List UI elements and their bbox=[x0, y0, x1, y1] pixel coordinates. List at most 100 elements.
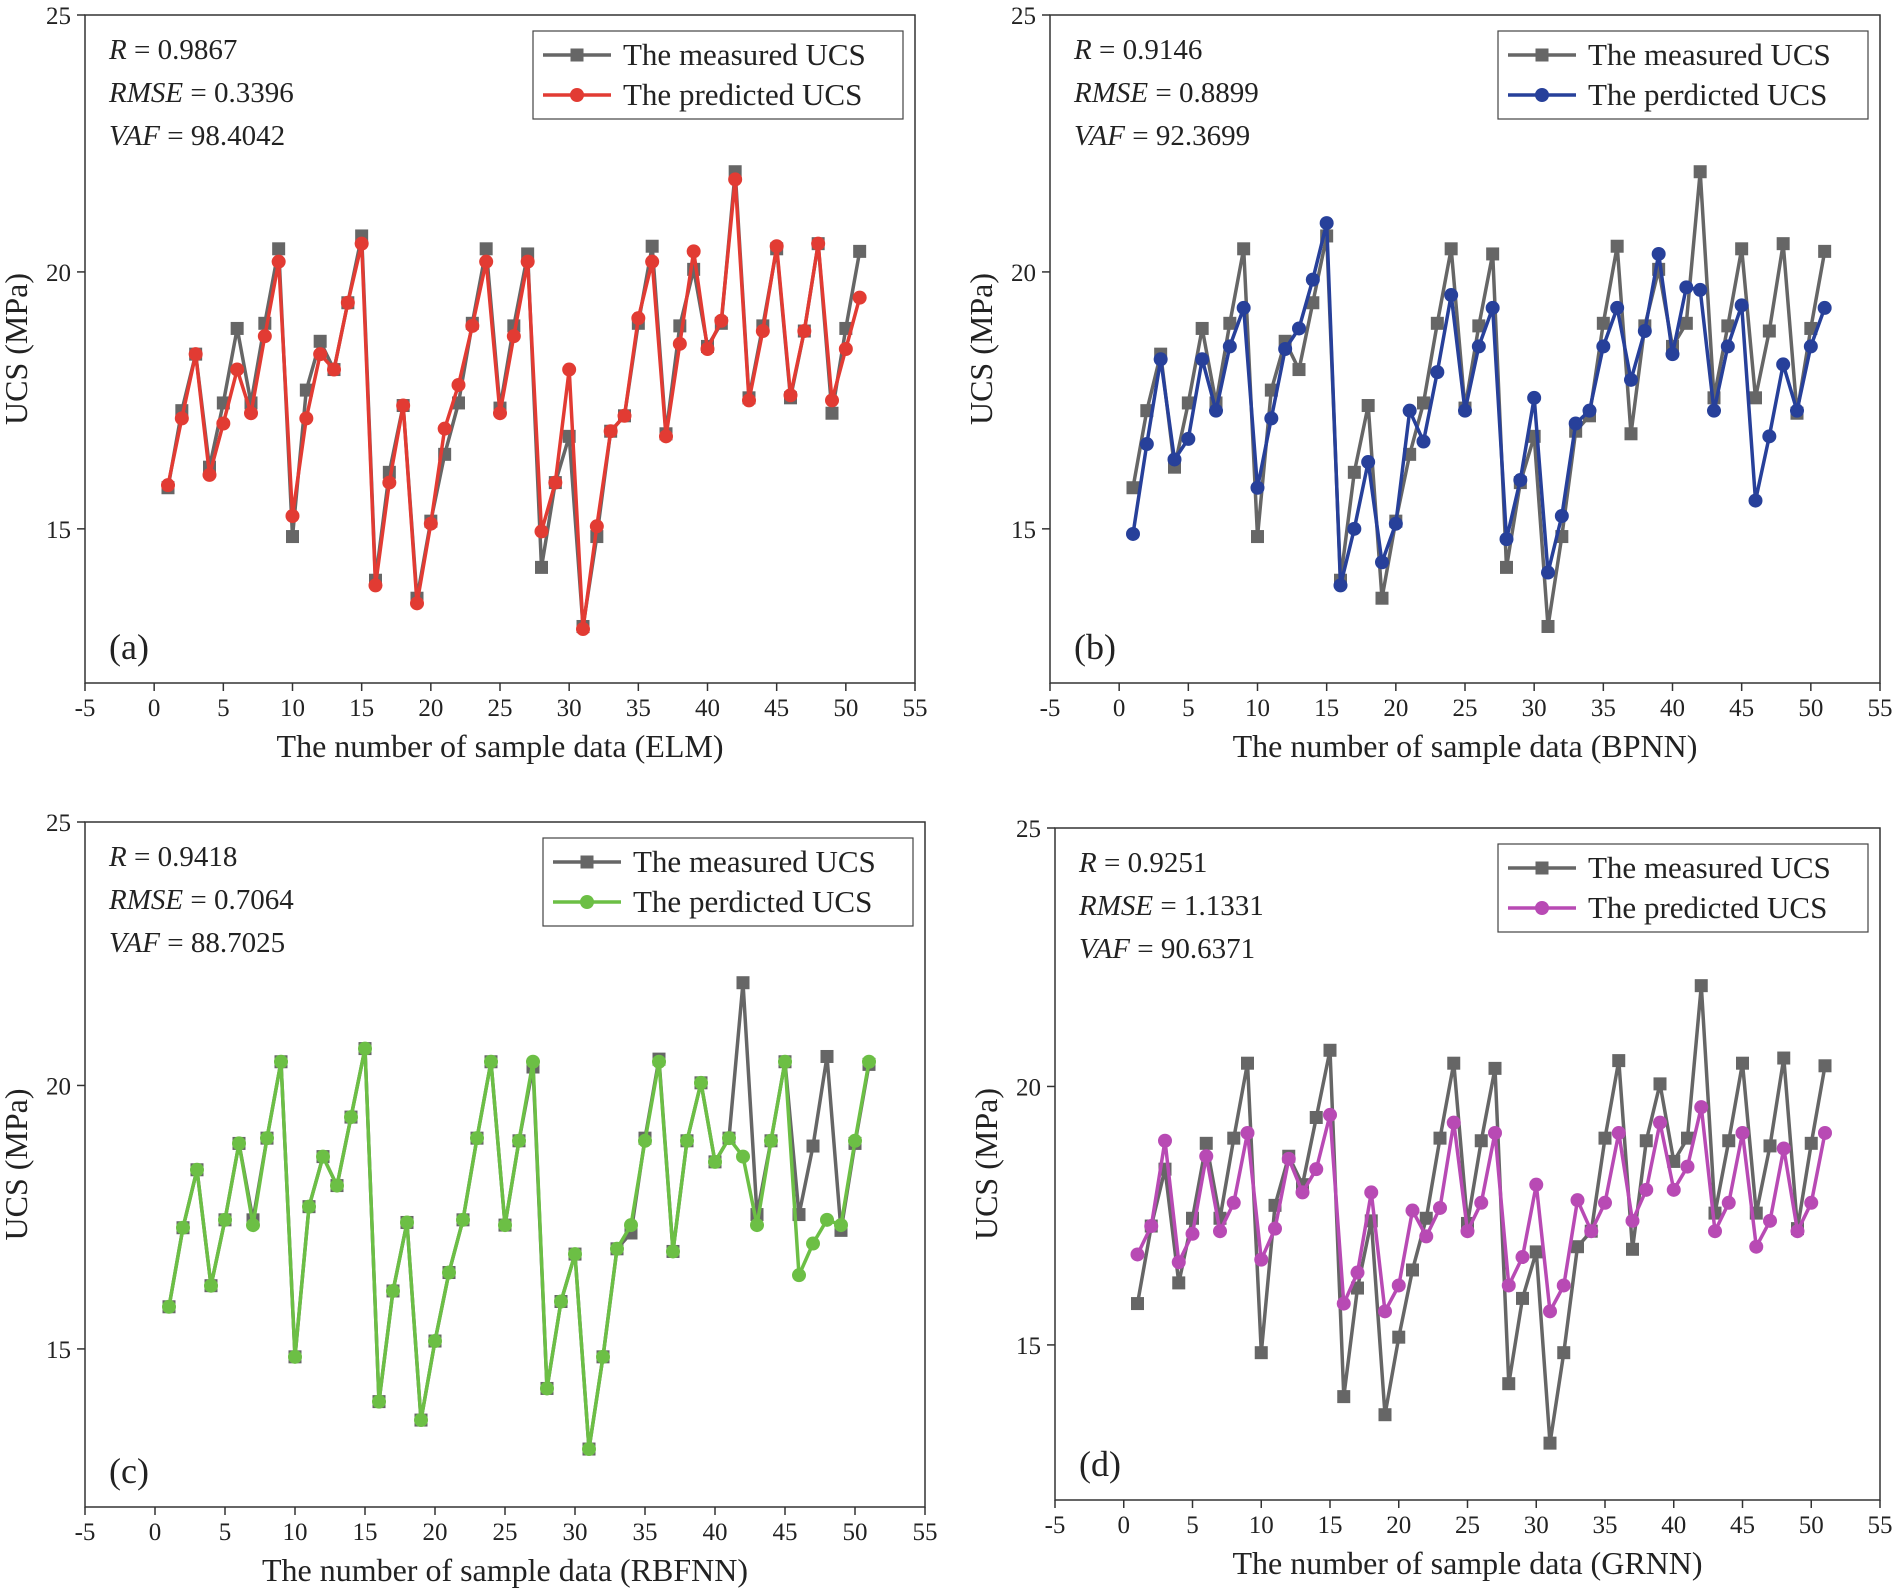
legend-box bbox=[1497, 30, 1869, 120]
predicted-point bbox=[1305, 272, 1320, 287]
predicted-point bbox=[1748, 493, 1763, 508]
measured-point bbox=[1486, 247, 1500, 261]
predicted-point bbox=[596, 1349, 610, 1364]
x-tick-label: 25 bbox=[493, 1519, 518, 1546]
y-axis-label: UCS (MPa) bbox=[968, 1088, 1004, 1240]
y-tick-label: 25 bbox=[1011, 3, 1036, 30]
predicted-point bbox=[610, 1241, 624, 1256]
measured-point bbox=[1375, 591, 1389, 605]
x-tick-label: 25 bbox=[1453, 695, 1478, 722]
y-tick-label: 20 bbox=[46, 260, 71, 287]
measured-point bbox=[1500, 560, 1513, 574]
measured-point bbox=[1818, 1059, 1832, 1073]
predicted-point bbox=[1375, 555, 1389, 570]
y-axis-ticks: 15 20 25 bbox=[1016, 816, 1055, 1360]
stat-vaf: VAF = 90.6371 bbox=[1079, 933, 1255, 965]
measured-point bbox=[1721, 319, 1735, 333]
predicted-point bbox=[862, 1054, 876, 1069]
legend-measured-marker bbox=[570, 48, 584, 62]
predicted-point bbox=[548, 475, 563, 490]
predicted-point bbox=[1776, 1141, 1791, 1156]
legend: The measured UCS The perdicted UCS bbox=[1497, 30, 1869, 120]
stat-vaf-value: = 90.6371 bbox=[1137, 933, 1255, 965]
predicted-point bbox=[1167, 452, 1182, 467]
measured-point bbox=[1392, 1330, 1406, 1344]
predicted-point bbox=[736, 1149, 750, 1164]
panel-d: -5 0 5 10 15 20 25 30 35 40 45 50 55 15 20 25 The numb… bbox=[968, 816, 1893, 1581]
x-tick-label: -5 bbox=[1045, 1512, 1066, 1539]
measured-point bbox=[1430, 316, 1444, 330]
stat-rmse: RMSE = 1.1331 bbox=[1078, 890, 1264, 922]
legend-measured-marker bbox=[580, 855, 594, 869]
predicted-point bbox=[1680, 1159, 1695, 1174]
predicted-point bbox=[1776, 357, 1791, 372]
predicted-point bbox=[1556, 1278, 1571, 1293]
predicted-point bbox=[358, 1041, 372, 1056]
predicted-point bbox=[680, 1133, 694, 1148]
predicted-point bbox=[1144, 1219, 1159, 1234]
predicted-point bbox=[1181, 431, 1196, 446]
stat-r-name: R bbox=[1073, 34, 1092, 66]
predicted-point bbox=[783, 388, 798, 403]
measured-point bbox=[1722, 1134, 1736, 1148]
x-axis-ticks: -5 0 5 10 15 20 25 30 35 40 45 50 55 bbox=[1040, 683, 1893, 722]
predicted-point bbox=[1268, 1221, 1282, 1236]
predicted-point bbox=[327, 362, 341, 377]
predicted-point bbox=[755, 324, 770, 339]
predicted-point bbox=[506, 329, 521, 344]
x-tick-label: 5 bbox=[219, 1519, 232, 1546]
measured-point bbox=[1351, 1281, 1364, 1295]
predicted-point bbox=[1433, 1200, 1447, 1215]
x-tick-label: 40 bbox=[703, 1519, 728, 1546]
predicted-point bbox=[299, 411, 314, 426]
predicted-point bbox=[1402, 403, 1417, 418]
stat-r-value: = 0.9867 bbox=[134, 34, 237, 66]
legend-measured-marker bbox=[1535, 48, 1549, 62]
y-tick-label: 15 bbox=[1016, 1333, 1041, 1360]
x-tick-label: 55 bbox=[1868, 1512, 1893, 1539]
predicted-point bbox=[1195, 352, 1210, 367]
predicted-point bbox=[1568, 416, 1583, 431]
panel-c: -5 0 5 10 15 20 25 30 35 40 45 50 55 15 20 25 The numb… bbox=[0, 810, 938, 1588]
predicted-point bbox=[764, 1133, 778, 1148]
measured-point bbox=[1306, 296, 1320, 310]
predicted-point bbox=[848, 1133, 862, 1148]
measured-point bbox=[1804, 321, 1818, 335]
predicted-point bbox=[1209, 403, 1223, 418]
stat-r-name: R bbox=[108, 841, 127, 873]
stat-r-value: = 0.9251 bbox=[1104, 847, 1207, 879]
predicted-point bbox=[340, 295, 355, 310]
measured-point bbox=[1543, 1436, 1557, 1450]
predicted-point bbox=[1361, 455, 1376, 470]
predicted-point bbox=[1499, 532, 1514, 547]
predicted-point bbox=[1693, 282, 1708, 297]
measured-point bbox=[299, 383, 313, 397]
measured-point bbox=[1241, 1056, 1254, 1070]
x-tick-label: 30 bbox=[563, 1519, 588, 1546]
predicted-point bbox=[465, 318, 480, 333]
stat-r-name: R bbox=[108, 34, 127, 66]
legend-measured-label: The measured UCS bbox=[1588, 850, 1831, 885]
predicted-point bbox=[686, 244, 701, 259]
measured-point bbox=[1199, 1136, 1213, 1150]
predicted-point bbox=[423, 516, 438, 531]
x-tick-label: 15 bbox=[1318, 1512, 1343, 1539]
measured-point bbox=[1292, 363, 1306, 377]
predicted-point bbox=[1153, 352, 1168, 367]
measured-point bbox=[1693, 165, 1707, 179]
predicted-point bbox=[1460, 1224, 1475, 1239]
legend-measured-label: The measured UCS bbox=[623, 37, 866, 72]
predicted-point bbox=[1515, 1250, 1530, 1265]
x-tick-label: 45 bbox=[764, 695, 789, 722]
predicted-point bbox=[834, 1218, 848, 1233]
x-tick-label: -5 bbox=[75, 695, 96, 722]
y-axis-label: UCS (MPa) bbox=[963, 273, 999, 425]
predicted-point bbox=[1527, 390, 1542, 405]
measured-point bbox=[1126, 481, 1140, 495]
stats-block: R = 0.9251 RMSE = 1.1331 VAF = 90.6371 bbox=[1078, 847, 1264, 965]
measured-point bbox=[1378, 1408, 1392, 1422]
predicted-point bbox=[1250, 480, 1265, 495]
stat-vaf-name: VAF bbox=[1079, 933, 1130, 965]
predicted-point bbox=[271, 254, 286, 269]
predicted-point bbox=[1430, 365, 1445, 380]
